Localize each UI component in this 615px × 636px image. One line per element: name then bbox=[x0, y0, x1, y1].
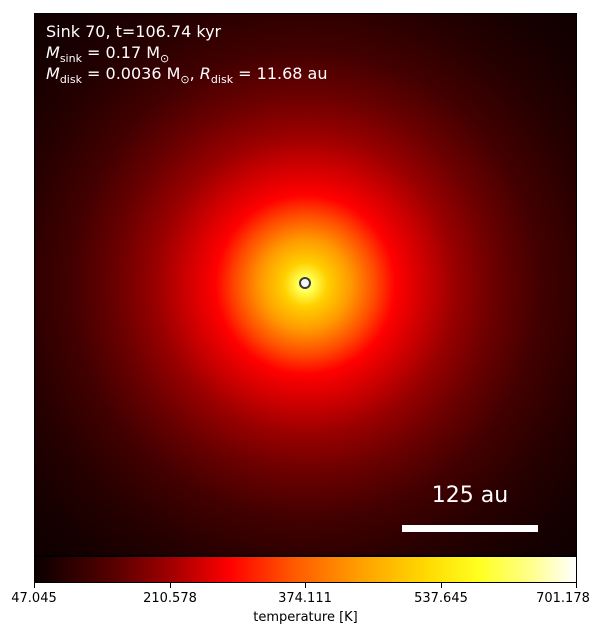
m-disk-sub: disk bbox=[59, 73, 82, 87]
disk-label: Mdisk = 0.0036 M⊙, Rdisk = 11.68 au bbox=[46, 64, 328, 87]
scalebar bbox=[402, 525, 538, 532]
sink-marker bbox=[299, 277, 311, 289]
colorbar-tick-label: 47.045 bbox=[11, 591, 57, 606]
sun-symbol-2: ⊙ bbox=[180, 73, 190, 87]
m-sink-symbol: M bbox=[46, 43, 60, 62]
r-disk-value: = 11.68 au bbox=[233, 64, 328, 83]
colorbar-label: temperature [K] bbox=[253, 610, 358, 625]
colorbar-tick bbox=[34, 583, 35, 588]
sink-mass-label: Msink = 0.17 M⊙ bbox=[46, 43, 169, 65]
colorbar-tick bbox=[170, 583, 171, 588]
scalebar-label: 125 au bbox=[431, 483, 509, 508]
m-disk-value: = 0.0036 M bbox=[81, 64, 181, 83]
r-disk-symbol: R bbox=[199, 64, 211, 83]
m-sink-sub: sink bbox=[59, 52, 82, 66]
m-sink-value: = 0.17 M bbox=[81, 43, 161, 62]
temperature-map: Sink 70, t=106.74 kyr Msink = 0.17 M⊙ Md… bbox=[34, 13, 577, 556]
colorbar-tick bbox=[441, 583, 442, 588]
colorbar-tick bbox=[576, 583, 577, 588]
colorbar-tick-label: 374.111 bbox=[278, 591, 332, 606]
colorbar-tick-label: 537.645 bbox=[414, 591, 468, 606]
sun-symbol-1: ⊙ bbox=[160, 52, 170, 66]
sink-time-label: Sink 70, t=106.74 kyr bbox=[46, 22, 222, 41]
colorbar bbox=[34, 556, 577, 583]
colorbar-tick-label: 210.578 bbox=[143, 591, 197, 606]
colorbar-tick bbox=[305, 583, 306, 588]
r-disk-sub: disk bbox=[210, 73, 234, 87]
colorbar-tick-label: 701.178 bbox=[536, 591, 590, 606]
m-disk-symbol: M bbox=[46, 64, 60, 83]
